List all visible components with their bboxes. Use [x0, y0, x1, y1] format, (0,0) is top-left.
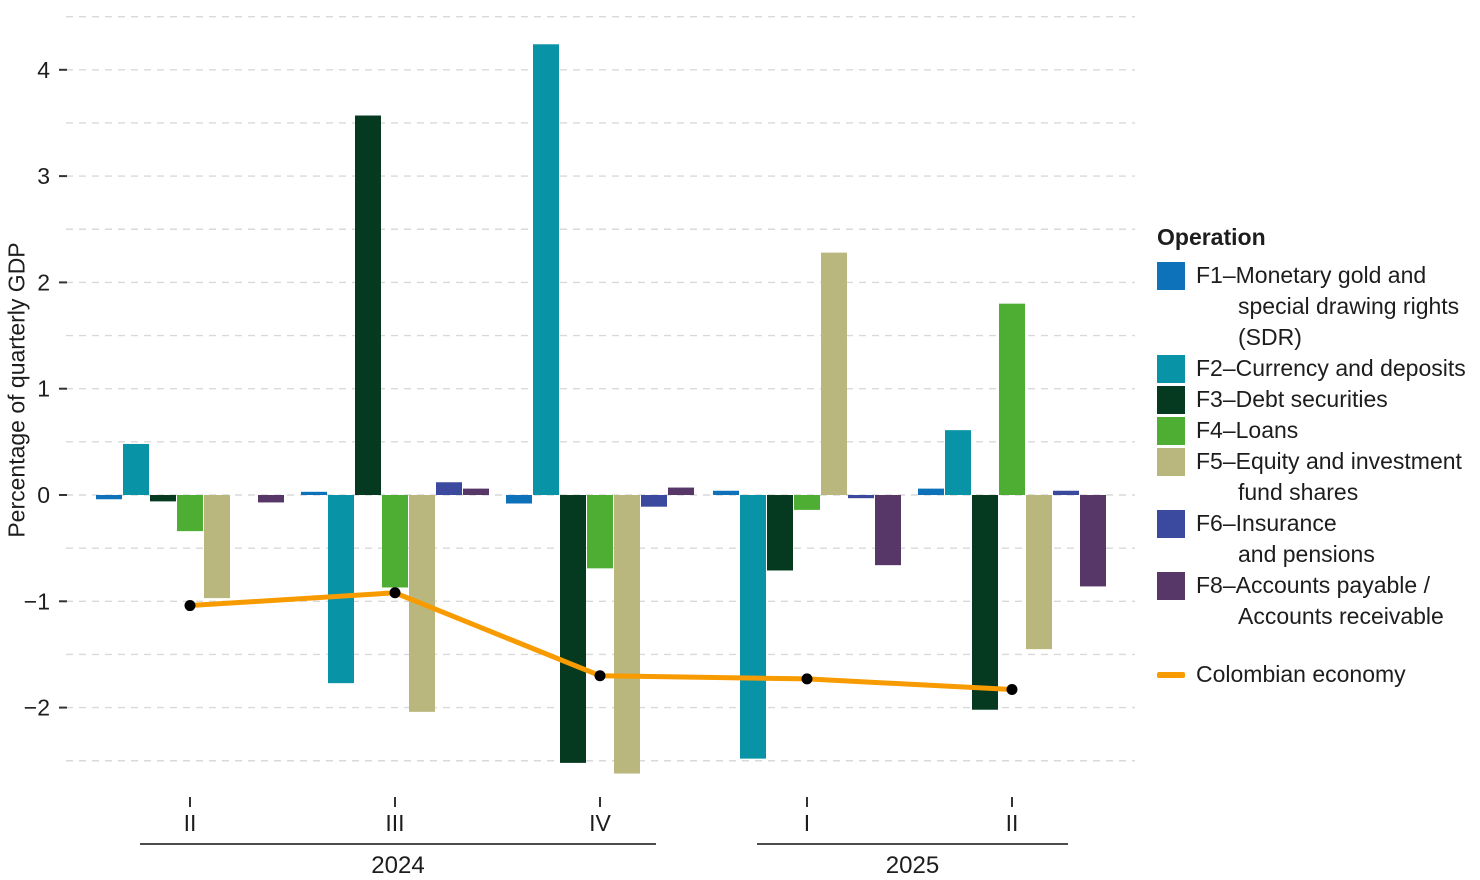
- bar-F4-g3: [794, 495, 820, 510]
- legend-swatch-F3: [1157, 386, 1185, 414]
- bar-F1-g1: [301, 491, 327, 495]
- legend-items: F1–Monetary gold and special drawing righ…: [1157, 260, 1477, 632]
- y-tick-label: 0: [37, 482, 50, 508]
- legend-item-F8: F8–Accounts payable / Accounts receivable: [1157, 570, 1477, 632]
- bar-F6-g3: [848, 495, 874, 499]
- economy-point: [389, 587, 401, 599]
- legend-label-F1: F1–Monetary gold and special drawing righ…: [1196, 262, 1460, 350]
- bar-F2-g2: [533, 44, 559, 496]
- bar-F8-g0: [258, 495, 284, 503]
- legend-swatch-F2: [1157, 355, 1185, 383]
- legend-label-F4: F4–Loans: [1196, 417, 1299, 443]
- bar-F8-g2: [668, 487, 694, 495]
- bar-F1-g0: [96, 495, 122, 500]
- y-axis-title: Percentage of quarterly GDP: [3, 242, 30, 538]
- economy-line-swatch: [1157, 671, 1185, 678]
- economy-point: [1006, 684, 1018, 696]
- bar-F2-g4: [945, 430, 971, 495]
- bar-F1-g2: [506, 495, 532, 504]
- bar-F8-g4: [1080, 495, 1106, 587]
- y-tick-label: −2: [24, 695, 50, 721]
- legend-item-F3: F3–Debt securities: [1157, 384, 1477, 415]
- y-tick-label: 4: [37, 57, 50, 83]
- legend-item-F1: F1–Monetary gold and special drawing righ…: [1157, 260, 1477, 353]
- bar-F3-g3: [767, 495, 793, 571]
- bar-F2-g3: [740, 495, 766, 759]
- bar-F3-g2: [560, 495, 586, 763]
- bar-F1-g3: [713, 490, 739, 495]
- legend-label-F2: F2–Currency and deposits: [1196, 355, 1466, 381]
- economy-point: [594, 670, 606, 682]
- x-tick-label-iv-2: IV: [589, 810, 611, 836]
- x-tick-label-iii-1: III: [385, 810, 404, 836]
- y-tick-label: 2: [37, 269, 50, 295]
- legend-label-F3: F3–Debt securities: [1196, 386, 1388, 412]
- bar-F3-g1: [355, 115, 381, 495]
- bar-F6-g2: [641, 495, 667, 507]
- legend-label-economy: Colombian economy: [1196, 661, 1406, 687]
- year-label-2024: 2024: [371, 852, 424, 879]
- economy-point: [184, 600, 196, 612]
- x-tick-label-ii-4: II: [1006, 810, 1019, 836]
- bar-F8-g1: [463, 488, 489, 495]
- legend-label-F8: F8–Accounts payable / Accounts receivable: [1196, 572, 1444, 629]
- legend-item-F5: F5–Equity and investment fund shares: [1157, 446, 1477, 508]
- legend-swatch-F8: [1157, 572, 1185, 600]
- bar-F2-g1: [328, 495, 354, 684]
- y-tick-label: −1: [24, 588, 50, 614]
- bar-F5-g4: [1026, 495, 1052, 650]
- bar-F4-g1: [382, 495, 408, 588]
- legend-swatch-F5: [1157, 448, 1185, 476]
- bar-F5-g3: [821, 252, 847, 495]
- bar-F4-g2: [587, 495, 613, 569]
- legend-title: Operation: [1157, 224, 1266, 250]
- legend: Operation F1–Monetary gold and special dr…: [1157, 222, 1477, 690]
- legend-label-F6: F6–Insurance and pensions: [1196, 510, 1375, 567]
- bar-F2-g0: [123, 443, 149, 495]
- bar-F4-g4: [999, 303, 1025, 495]
- bar-F3-g0: [150, 495, 176, 502]
- legend-swatch-F1: [1157, 262, 1185, 290]
- x-tick-label-i-3: I: [804, 810, 810, 836]
- bar-F6-g4: [1053, 490, 1079, 495]
- bar-F1-g4: [918, 488, 944, 495]
- legend-item-F4: F4–Loans: [1157, 415, 1477, 446]
- y-tick-label: 3: [37, 163, 50, 189]
- economy-point: [801, 673, 813, 685]
- bar-F6-g1: [436, 482, 462, 495]
- legend-item-F6: F6–Insurance and pensions: [1157, 508, 1477, 570]
- year-label-2025: 2025: [886, 852, 939, 879]
- y-tick-label: 1: [37, 376, 50, 402]
- legend-item-F2: F2–Currency and deposits: [1157, 353, 1477, 384]
- legend-label-F5: F5–Equity and investment fund shares: [1196, 448, 1462, 505]
- bar-F5-g0: [204, 495, 230, 599]
- bar-F8-g3: [875, 495, 901, 566]
- bar-F4-g0: [177, 495, 203, 532]
- x-tick-label-ii-0: II: [184, 810, 197, 836]
- legend-swatch-F6: [1157, 510, 1185, 538]
- legend-item-economy: Colombian economy: [1157, 659, 1477, 690]
- legend-swatch-F4: [1157, 417, 1185, 445]
- bar-F3-g4: [972, 495, 998, 710]
- bar-F5-g2: [614, 495, 640, 774]
